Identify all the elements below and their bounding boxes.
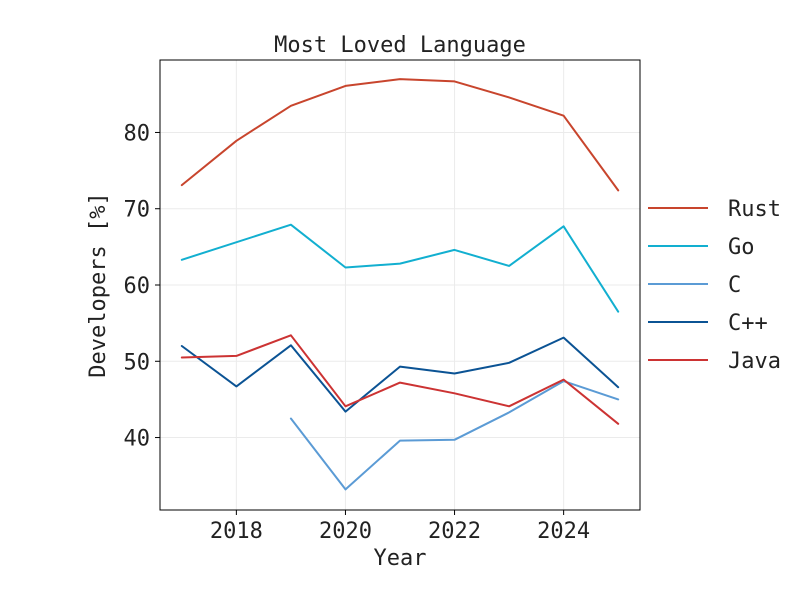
grid — [160, 60, 640, 510]
legend-label-cpp: C++ — [728, 311, 768, 336]
axis-ticks: 2018 2020 2022 2024 40 50 60 70 80 — [124, 121, 591, 544]
series-line-cpp — [180, 336, 620, 413]
y-tick-label: 40 — [124, 427, 151, 452]
x-axis-label: Year — [374, 546, 427, 571]
legend-label-go: Go — [728, 235, 755, 260]
legend-label-rust: Rust — [728, 197, 781, 222]
series-lines — [180, 78, 620, 491]
series-line-java — [180, 334, 620, 425]
y-tick-label: 70 — [124, 198, 151, 223]
y-tick-label: 80 — [124, 121, 151, 146]
y-tick-label: 50 — [124, 350, 151, 375]
series-line-rust — [180, 78, 620, 192]
series-line-go — [180, 223, 620, 313]
x-tick-label: 2018 — [210, 519, 263, 544]
x-tick-label: 2022 — [428, 519, 481, 544]
series-line-c — [289, 380, 620, 491]
chart-title: Most Loved Language — [274, 33, 526, 58]
legend-label-c: C — [728, 273, 741, 298]
legend-label-java: Java — [728, 349, 781, 374]
x-tick-label: 2024 — [537, 519, 590, 544]
y-axis-label: Developers [%] — [86, 192, 111, 377]
y-tick-label: 60 — [124, 274, 151, 299]
legend: Rust Go C C++ Java — [648, 197, 781, 374]
x-tick-label: 2020 — [319, 519, 372, 544]
